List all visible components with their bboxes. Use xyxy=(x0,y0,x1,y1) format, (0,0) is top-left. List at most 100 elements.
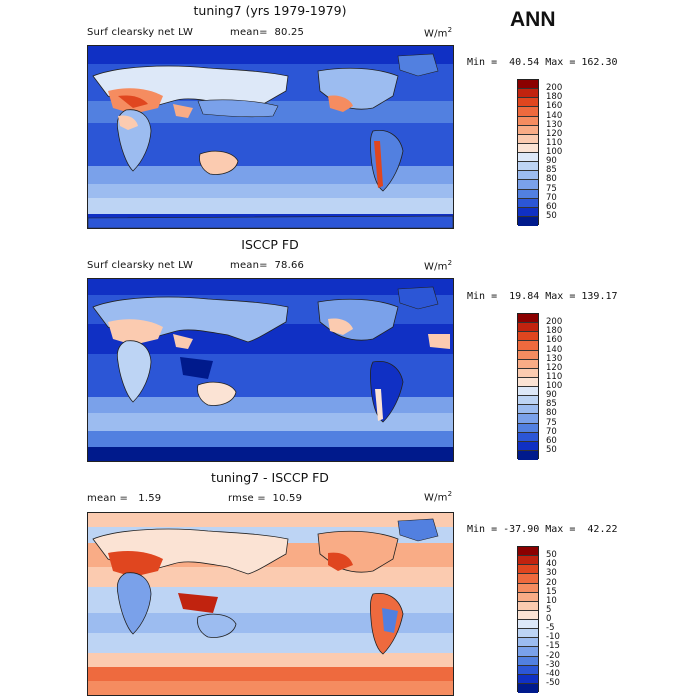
colorbar-swatch xyxy=(518,441,538,451)
colorbar-label: 70 xyxy=(546,426,557,437)
colorbar-swatch xyxy=(518,153,538,163)
panel3-mean: mean = 1.59 xyxy=(87,493,162,504)
colorbar-label: 10 xyxy=(546,595,557,606)
colorbar-swatch xyxy=(518,629,538,639)
colorbar-swatch xyxy=(518,323,538,333)
panel3-units: W/m2 xyxy=(424,490,453,504)
season-label: ANN xyxy=(510,8,556,31)
panel3-map xyxy=(87,512,454,696)
colorbar-swatch xyxy=(518,556,538,566)
colorbar-swatch xyxy=(518,638,538,648)
colorbar-label: 180 xyxy=(546,326,563,337)
colorbar-swatch xyxy=(518,665,538,675)
colorbar-label: -40 xyxy=(546,668,560,679)
colorbar-swatch xyxy=(518,547,538,557)
colorbar-swatch xyxy=(518,683,538,693)
panel3-minmax: Min = -37.90 Max = 42.22 xyxy=(467,524,618,535)
panel3-rmse: rmse = 10.59 xyxy=(228,493,303,504)
colorbar-swatch xyxy=(518,450,538,460)
colorbar-swatch xyxy=(518,432,538,442)
colorbar-swatch xyxy=(518,674,538,684)
panel1-field-name: Surf clearsky net LW xyxy=(87,27,194,38)
colorbar-label: 15 xyxy=(546,586,557,597)
colorbar-label: 0 xyxy=(546,614,552,624)
panel2-field-name: Surf clearsky net LW xyxy=(87,260,194,271)
colorbar-label: 50 xyxy=(546,550,557,561)
colorbar-swatch xyxy=(518,162,538,172)
colorbar-label: 20 xyxy=(546,577,557,588)
colorbar-swatch xyxy=(518,107,538,117)
land-masses xyxy=(92,286,450,423)
colorbar-swatch xyxy=(518,368,538,378)
colorbar-swatch xyxy=(518,387,538,397)
colorbar-label: 40 xyxy=(546,559,557,570)
colorbar-swatch xyxy=(518,143,538,153)
colorbar-label: 200 xyxy=(546,317,563,328)
panel1-mean: mean= 80.25 xyxy=(230,27,305,38)
panel1-title: tuning7 (yrs 1979-1979) xyxy=(193,3,347,18)
colorbar-label: 200 xyxy=(546,83,563,94)
colorbar-swatch xyxy=(518,396,538,406)
colorbar-label: 60 xyxy=(546,435,557,446)
panel3-colorbar xyxy=(517,546,539,693)
colorbar-swatch xyxy=(518,116,538,126)
colorbar-swatch xyxy=(518,89,538,99)
panel2-minmax: Min = 19.84 Max = 139.17 xyxy=(467,291,618,302)
colorbar-swatch xyxy=(518,583,538,593)
colorbar-swatch xyxy=(518,414,538,424)
colorbar-swatch xyxy=(518,332,538,342)
colorbar-label: 180 xyxy=(546,92,563,103)
colorbar-label: 50 xyxy=(546,444,557,455)
colorbar-swatch xyxy=(518,98,538,108)
colorbar-swatch xyxy=(518,647,538,657)
colorbar-label: -20 xyxy=(546,650,560,661)
colorbar-swatch xyxy=(518,350,538,360)
colorbar-swatch xyxy=(518,171,538,181)
colorbar-label: 90 xyxy=(546,390,557,401)
panel3-title: tuning7 - ISCCP FD xyxy=(211,470,329,485)
panel1-colorbar xyxy=(517,79,539,226)
colorbar-label: -5 xyxy=(546,623,555,634)
colorbar-swatch xyxy=(518,216,538,226)
colorbar-label: 100 xyxy=(546,147,563,157)
colorbar-swatch xyxy=(518,125,538,135)
colorbar-label: -30 xyxy=(546,659,560,670)
colorbar-swatch xyxy=(518,601,538,611)
colorbar-label: 110 xyxy=(546,371,563,382)
colorbar-label: 90 xyxy=(546,156,557,167)
colorbar-label: -10 xyxy=(546,632,560,643)
colorbar-swatch xyxy=(518,656,538,666)
colorbar-label: 75 xyxy=(546,183,557,194)
panel1-map xyxy=(87,45,454,229)
colorbar-swatch xyxy=(518,565,538,575)
panel1-minmax: Min = 40.54 Max = 162.30 xyxy=(467,57,618,68)
colorbar-label: 30 xyxy=(546,568,557,579)
colorbar-swatch xyxy=(518,314,538,324)
colorbar-label: 75 xyxy=(546,417,557,428)
colorbar-swatch xyxy=(518,574,538,584)
colorbar-label: 60 xyxy=(546,201,557,212)
panel2-units: W/m2 xyxy=(424,259,453,273)
colorbar-swatch xyxy=(518,610,538,620)
colorbar-label: 130 xyxy=(546,119,563,130)
panel2-mean: mean= 78.66 xyxy=(230,260,305,271)
colorbar-swatch xyxy=(518,405,538,415)
colorbar-swatch xyxy=(518,592,538,602)
colorbar-swatch xyxy=(518,620,538,630)
colorbar-label: 160 xyxy=(546,335,563,346)
panel2-colorbar xyxy=(517,313,539,460)
colorbar-label: 50 xyxy=(546,210,557,221)
colorbar-swatch xyxy=(518,377,538,387)
colorbar-label: 140 xyxy=(546,110,563,121)
colorbar-label: 120 xyxy=(546,128,563,139)
colorbar-label: 130 xyxy=(546,353,563,364)
colorbar-label: -50 xyxy=(546,677,560,688)
colorbar-label: 110 xyxy=(546,137,563,148)
land-masses xyxy=(88,53,453,228)
colorbar-swatch xyxy=(518,341,538,351)
colorbar-swatch xyxy=(518,198,538,208)
panel1-units: W/m2 xyxy=(424,26,453,40)
colorbar-swatch xyxy=(518,80,538,90)
land-masses xyxy=(92,518,439,655)
panel2-title: ISCCP FD xyxy=(241,237,299,252)
